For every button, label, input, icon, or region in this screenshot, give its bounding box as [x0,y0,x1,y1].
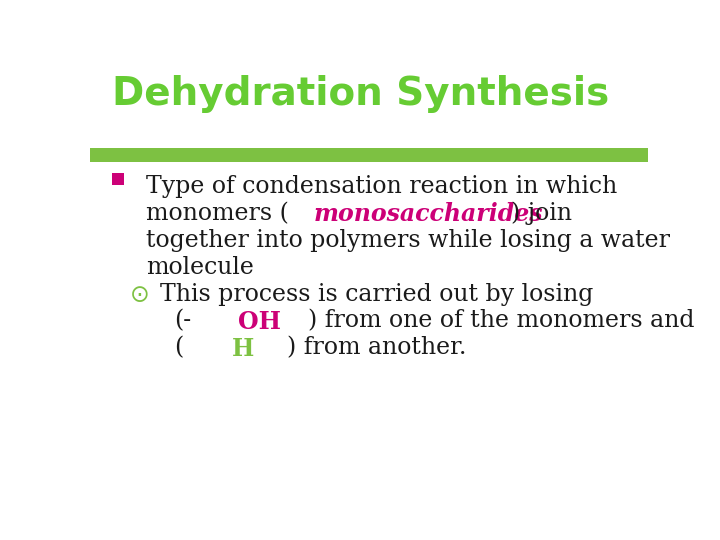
Text: ) from another.: ) from another. [287,336,467,360]
Text: together into polymers while losing a water: together into polymers while losing a wa… [145,229,670,252]
Text: monomers (: monomers ( [145,202,289,225]
Text: (-: (- [174,309,191,333]
Text: ) from one of the monomers and: ) from one of the monomers and [307,309,694,333]
FancyBboxPatch shape [112,173,124,185]
FancyBboxPatch shape [90,148,648,162]
Text: H: H [232,336,254,361]
Text: (: ( [174,336,183,360]
Text: Type of condensation reaction in which: Type of condensation reaction in which [145,175,617,198]
Text: OH: OH [238,309,281,334]
Text: Dehydration Synthesis: Dehydration Synthesis [112,75,609,112]
Text: monosaccharides: monosaccharides [314,202,543,226]
Text: molecule: molecule [145,256,253,279]
Text: This process is carried out by losing: This process is carried out by losing [160,283,593,306]
Text: ) join: ) join [511,202,572,225]
Text: ⊙: ⊙ [130,283,150,307]
